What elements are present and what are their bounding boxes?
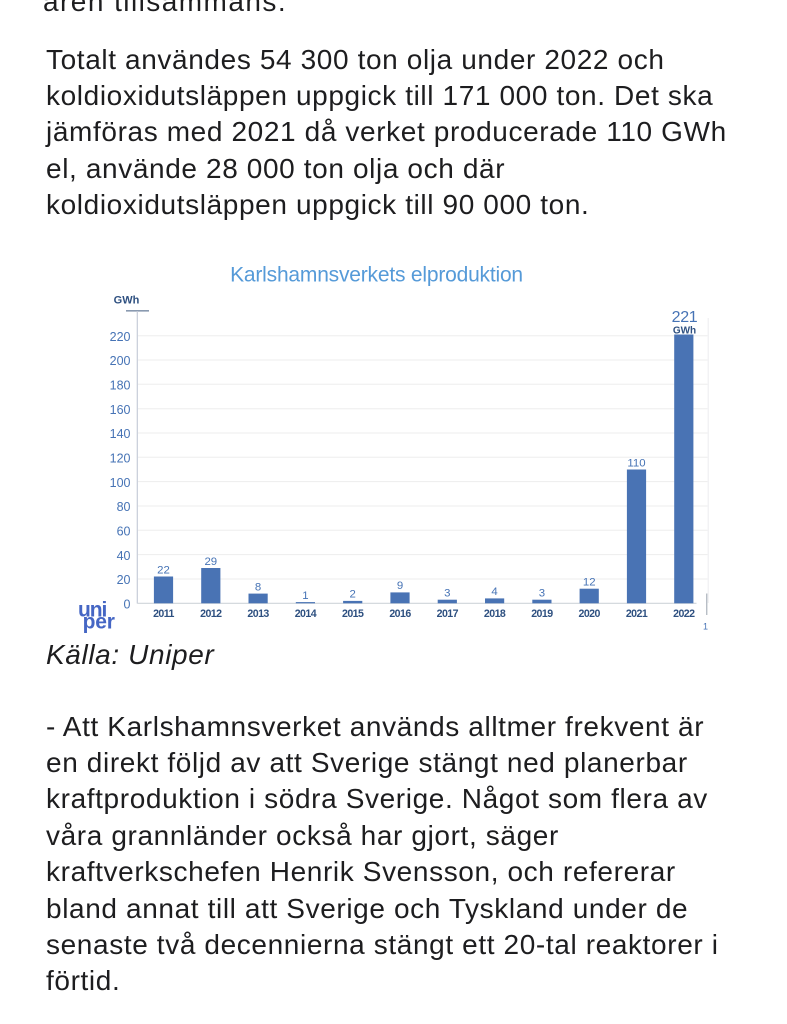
svg-text:per: per (83, 611, 115, 634)
svg-text:2: 2 (350, 589, 356, 601)
svg-text:2012: 2012 (200, 608, 222, 620)
svg-text:1: 1 (302, 590, 308, 602)
svg-text:60: 60 (117, 525, 131, 539)
svg-text:29: 29 (204, 556, 217, 568)
svg-text:2017: 2017 (437, 608, 459, 620)
svg-text:2020: 2020 (579, 608, 601, 620)
svg-text:40: 40 (117, 549, 131, 563)
svg-text:110: 110 (627, 457, 645, 469)
svg-text:140: 140 (110, 427, 131, 441)
svg-text:2022: 2022 (673, 608, 695, 620)
svg-text:3: 3 (444, 588, 450, 600)
svg-text:GWh: GWh (114, 295, 140, 307)
svg-text:0: 0 (124, 598, 131, 612)
svg-text:9: 9 (397, 580, 403, 592)
svg-text:120: 120 (110, 452, 131, 466)
svg-text:160: 160 (110, 403, 131, 417)
svg-text:221: 221 (672, 309, 698, 326)
svg-text:80: 80 (117, 500, 131, 514)
svg-text:2011: 2011 (153, 608, 174, 620)
svg-text:2015: 2015 (342, 608, 364, 620)
svg-text:8: 8 (255, 581, 261, 593)
svg-text:2016: 2016 (389, 608, 411, 620)
svg-text:100: 100 (110, 476, 131, 490)
svg-text:2018: 2018 (484, 608, 506, 620)
svg-text:GWh: GWh (673, 325, 696, 336)
svg-text:2019: 2019 (531, 608, 553, 620)
svg-text:1: 1 (703, 622, 708, 632)
svg-text:180: 180 (110, 379, 131, 393)
svg-text:12: 12 (583, 577, 596, 589)
svg-text:200: 200 (110, 354, 131, 368)
svg-text:Karlshamnsverkets elproduktion: Karlshamnsverkets elproduktion (230, 264, 523, 287)
svg-text:2013: 2013 (247, 608, 269, 620)
svg-text:22: 22 (157, 564, 170, 576)
svg-text:4: 4 (491, 586, 497, 598)
svg-text:3: 3 (539, 588, 545, 600)
svg-text:2021: 2021 (626, 608, 648, 620)
svg-text:20: 20 (117, 573, 131, 587)
svg-text:220: 220 (110, 330, 131, 344)
svg-text:2014: 2014 (295, 608, 317, 620)
svg-text:uni: uni (78, 598, 106, 621)
